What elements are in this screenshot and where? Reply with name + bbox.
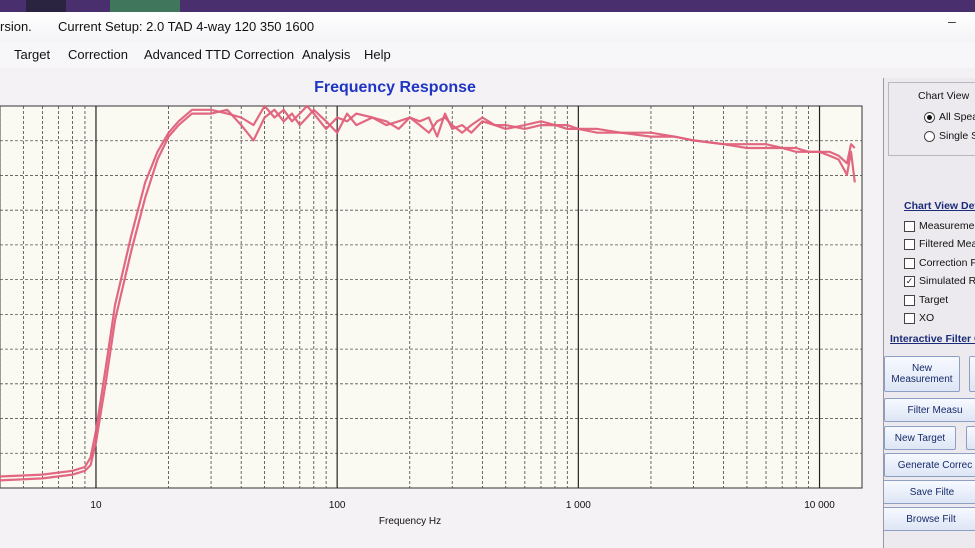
menu-correction[interactable]: Correction [68,47,128,62]
radio-all-speakers[interactable] [924,112,935,123]
checkbox-correction-filter-label: Correction Fi [919,257,975,269]
checkbox-simulated-response[interactable]: ✓ [904,276,915,287]
menu-bar: Target Correction Advanced TTD Correctio… [0,42,975,68]
checkbox-xo-label: XO [919,312,935,324]
filter-measurement-button[interactable]: Filter Measu [884,398,975,422]
window-title-fragment: rsion. [0,19,32,34]
checkbox-simulated-response-label: Simulated Re [919,275,975,287]
new-measurement-button[interactable]: New Measurement [884,356,960,392]
checkbox-xo[interactable] [904,313,915,324]
target-side-button[interactable] [966,426,975,450]
chart-title: Frequency Response [314,79,476,96]
radio-single-speaker[interactable] [924,131,935,142]
interactive-filter-heading: Interactive Filter C [890,333,975,345]
checkbox-correction-filter[interactable] [904,258,915,269]
menu-target[interactable]: Target [14,47,51,62]
radio-all-speakers-label: All Spea [939,111,975,123]
browse-filter-button[interactable]: Browse Filt [884,507,975,531]
title-bar: rsion. Current Setup: 2.0 TAD 4-way 120 … [0,12,975,42]
desktop-strip-shape [26,0,66,12]
side-panel: Chart View All Spea Single S Chart View … [883,78,975,548]
desktop-strip-shape [110,0,180,12]
chart-view-label: Chart View [918,90,970,102]
series-line-2 [0,108,856,482]
x-tick-label: 10 [90,500,102,511]
menu-advanced-ttd-correction[interactable]: Advanced TTD Correction [144,47,295,62]
minimize-button[interactable]: – [948,13,956,29]
checkbox-target-label: Target [919,294,949,306]
frequency-response-chart[interactable]: 10 100 1 000 10 000 Frequency Hz [0,70,880,548]
measurement-side-button[interactable] [969,356,975,392]
desktop-top-strip [0,0,975,12]
x-tick-label: 100 [329,500,346,511]
menu-analysis[interactable]: Analysis [302,47,351,62]
x-tick-label: 1 000 [566,500,591,511]
checkbox-filtered-measurement[interactable] [904,239,915,250]
chart-panel: Frequency Response 10 100 1 000 10 000 Freq… [0,70,880,548]
save-filter-button[interactable]: Save Filte [884,480,975,504]
checkbox-filtered-measurement-label: Filtered Mea [919,238,975,250]
checkbox-target[interactable] [904,295,915,306]
checkbox-measurement[interactable] [904,221,915,232]
checkbox-measurement-label: Measuremen [919,220,975,232]
x-axis-label: Frequency Hz [379,516,441,527]
generate-correction-button[interactable]: Generate Correc [884,453,975,477]
current-setup-title: Current Setup: 2.0 TAD 4-way 120 350 160… [58,19,315,34]
menu-help[interactable]: Help [364,47,391,62]
radio-single-speaker-label: Single S [939,130,975,142]
x-tick-label: 10 000 [804,500,835,511]
chart-view-details-heading: Chart View Det [904,200,975,212]
new-target-button[interactable]: New Target [884,426,956,450]
chart-view-group [888,82,975,156]
plot-area [0,105,863,489]
